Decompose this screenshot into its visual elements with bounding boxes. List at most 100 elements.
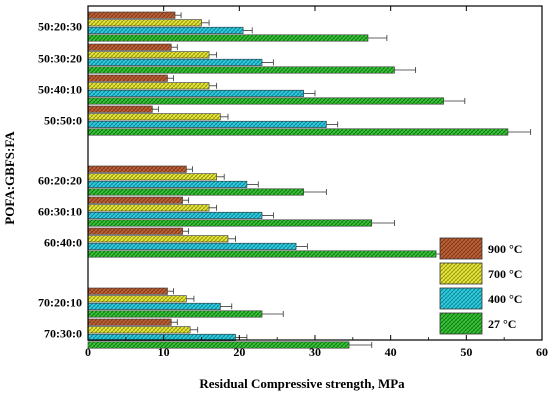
- category-label: 60:30:10: [38, 205, 82, 219]
- error-bar-60-30-10-3: [371, 220, 395, 226]
- bars-layer: [87, 11, 532, 349]
- category-label: 50:20:30: [38, 20, 82, 34]
- error-bar-70-20-10-2: [220, 303, 233, 310]
- error-bar-50-50-0-3: [507, 129, 532, 135]
- error-bar-60-30-10-0: [182, 197, 190, 204]
- legend-swatch: [439, 237, 483, 260]
- error-bar-70-20-10-3: [262, 311, 284, 317]
- error-bar-50-40-10-0: [167, 75, 174, 82]
- bar-70-30-0-1: [87, 326, 191, 334]
- error-bar-60-40-0-0: [182, 228, 190, 235]
- error-bar-70-30-0-3: [349, 342, 373, 348]
- error-bar-70-30-0-0: [171, 319, 178, 326]
- category-label: 70:20:10: [38, 296, 82, 310]
- category-label: 60:40:0: [44, 236, 82, 250]
- bar-group-70-20-10: [87, 287, 284, 318]
- legend-swatch: [439, 312, 483, 335]
- axes-layer: 50:20:30 50:30:20 50:40:10 50:50:0 60:20:20 6…: [38, 5, 548, 359]
- bar-group-70-30-0: [87, 318, 373, 349]
- x-tick-label: 40: [385, 345, 397, 359]
- bar-60-20-20-3: [87, 188, 304, 196]
- error-bar-60-20-20-1: [216, 173, 225, 180]
- bar-70-20-10-0: [87, 287, 168, 295]
- legend-label: 700 °C: [488, 267, 522, 281]
- error-bar-60-20-20-0: [186, 166, 193, 173]
- bar-60-30-10-0: [87, 196, 183, 204]
- bar-group-50-40-10: [87, 74, 466, 105]
- bar-70-30-0-0: [87, 318, 172, 326]
- bar-50-20-30-3: [87, 34, 369, 42]
- legend: 900 °C 700 °C 400 °C 27 °C: [439, 237, 522, 335]
- legend-item: 400 °C: [439, 287, 522, 310]
- bar-50-50-0-1: [87, 113, 221, 121]
- error-bar-50-40-10-1: [209, 82, 218, 89]
- error-bar-60-20-20-2: [246, 181, 259, 188]
- category-label: 70:30:0: [44, 327, 82, 341]
- bar-60-40-0-1: [87, 235, 229, 243]
- error-bar-60-20-20-3: [303, 189, 327, 195]
- bar-50-20-30-0: [87, 11, 176, 19]
- legend-label: 900 °C: [488, 242, 522, 256]
- bar-70-20-10-1: [87, 295, 187, 303]
- error-bar-50-40-10-3: [443, 98, 466, 104]
- bar-60-40-0-3: [87, 250, 437, 258]
- category-label: 60:20:20: [38, 174, 82, 188]
- error-bar-70-20-10-0: [167, 288, 174, 295]
- error-bar-50-20-30-3: [367, 35, 388, 41]
- error-bar-60-30-10-2: [262, 212, 274, 219]
- x-tick-label: 20: [233, 345, 245, 359]
- error-bar-70-20-10-1: [186, 295, 195, 302]
- error-bar-50-40-10-2: [303, 90, 316, 97]
- bar-50-40-10-2: [87, 89, 304, 97]
- error-bar-50-20-30-0: [175, 12, 182, 19]
- error-bar-60-30-10-1: [209, 204, 218, 211]
- legend-item: 900 °C: [439, 237, 522, 260]
- bar-group-50-50-0: [87, 105, 532, 136]
- bar-60-40-0-2: [87, 242, 297, 250]
- error-bar-50-50-0-1: [220, 113, 229, 120]
- bar-60-40-0-0: [87, 227, 183, 235]
- category-label: 50:50:0: [44, 114, 82, 128]
- bar-50-40-10-3: [87, 97, 444, 105]
- bar-60-20-20-0: [87, 165, 187, 173]
- error-bar-70-30-0-1: [190, 326, 199, 333]
- error-bar-50-30-20-0: [171, 44, 178, 51]
- bar-50-30-20-1: [87, 51, 210, 59]
- bar-group-60-20-20: [87, 165, 327, 196]
- x-tick-label: 10: [158, 345, 170, 359]
- bar-60-30-10-2: [87, 211, 263, 219]
- error-bar-60-40-0-2: [296, 243, 308, 250]
- legend-swatch: [439, 287, 483, 310]
- error-bar-50-50-0-2: [326, 121, 339, 128]
- bar-60-20-20-2: [87, 180, 248, 188]
- x-tick-label: 0: [85, 345, 91, 359]
- legend-label: 400 °C: [488, 292, 522, 306]
- error-bar-50-30-20-3: [394, 67, 417, 73]
- bar-50-50-0-0: [87, 105, 153, 113]
- bar-50-30-20-2: [87, 58, 263, 66]
- bar-50-40-10-0: [87, 74, 168, 82]
- bar-50-20-30-1: [87, 19, 202, 27]
- bar-50-50-0-3: [87, 128, 509, 136]
- error-bar-50-30-20-1: [209, 51, 218, 58]
- bar-group-50-20-30: [87, 11, 388, 42]
- category-label: 50:40:10: [38, 83, 82, 97]
- bar-50-30-20-3: [87, 66, 395, 74]
- legend-label: 27 °C: [488, 317, 516, 331]
- error-bar-50-20-30-2: [243, 27, 253, 34]
- bar-50-30-20-0: [87, 43, 172, 51]
- bar-60-30-10-1: [87, 204, 210, 212]
- bar-group-60-40-0: [87, 227, 458, 258]
- bar-60-30-10-3: [87, 219, 373, 227]
- x-tick-label: 30: [309, 345, 321, 359]
- bar-group-60-30-10: [87, 196, 395, 227]
- category-label: 50:30:20: [38, 52, 82, 66]
- legend-swatch: [439, 262, 483, 285]
- error-bar-50-30-20-2: [262, 59, 274, 66]
- y-axis-label: POFA:GBFS:FA: [2, 131, 17, 225]
- bar-group-50-30-20: [87, 43, 417, 74]
- bar-50-20-30-2: [87, 26, 244, 34]
- x-tick-label: 50: [460, 345, 472, 359]
- error-bar-50-50-0-0: [152, 106, 159, 113]
